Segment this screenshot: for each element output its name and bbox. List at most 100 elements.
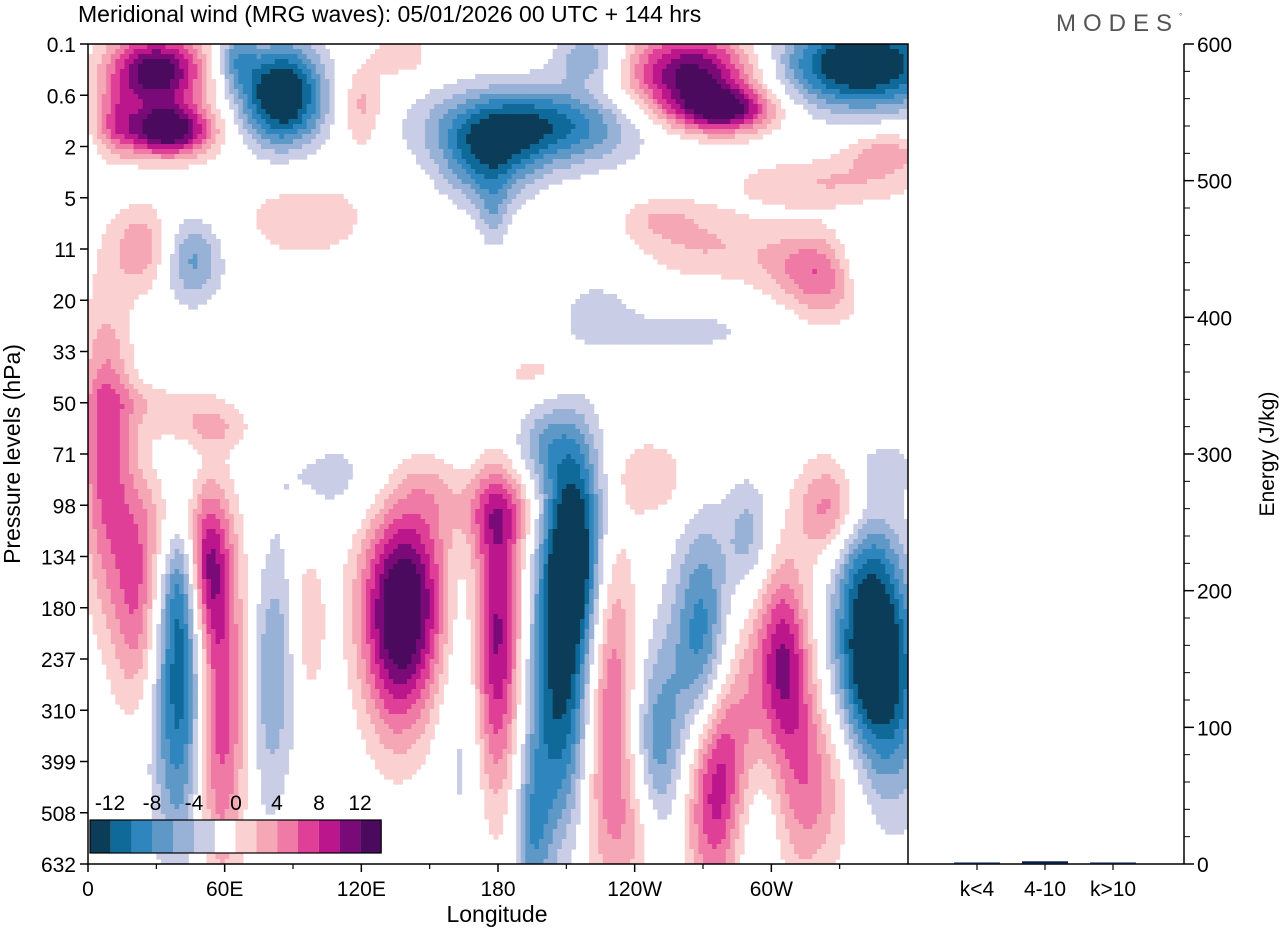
field-cell xyxy=(798,59,804,65)
field-cell xyxy=(662,234,668,240)
field-cell xyxy=(206,144,212,150)
field-cell xyxy=(557,129,563,135)
field-cell xyxy=(129,209,135,215)
field-cell xyxy=(589,64,595,70)
field-cell xyxy=(794,74,800,80)
field-cell xyxy=(110,109,116,115)
field-cell xyxy=(539,104,545,110)
field-cell xyxy=(657,229,663,235)
field-cell xyxy=(753,114,759,120)
field-cell xyxy=(602,49,608,55)
field-cell xyxy=(675,109,681,115)
field-cell xyxy=(848,84,854,90)
field-cell xyxy=(438,139,444,145)
field-cell xyxy=(256,119,262,125)
field-cell xyxy=(315,204,321,210)
field-cell xyxy=(229,94,235,100)
field-cell xyxy=(466,89,472,95)
field-cell xyxy=(470,129,476,135)
field-cell xyxy=(634,239,640,245)
field-cell xyxy=(826,109,832,115)
field-cell xyxy=(857,184,864,190)
field-cell xyxy=(634,94,640,100)
field-cell xyxy=(215,284,221,290)
field-cell xyxy=(648,204,654,210)
field-cell xyxy=(534,134,540,140)
field-cell xyxy=(147,139,153,145)
field-cell xyxy=(165,99,171,105)
field-cell xyxy=(803,264,809,270)
field-cell xyxy=(680,244,686,250)
field-cell xyxy=(206,59,212,65)
field-cell xyxy=(529,159,536,165)
field-cell xyxy=(885,104,891,110)
field-cell xyxy=(188,249,194,255)
field-cell xyxy=(498,79,504,85)
field-cell xyxy=(639,94,645,100)
field-cell xyxy=(698,224,704,230)
field-cell xyxy=(516,149,522,155)
field-cell xyxy=(97,89,103,95)
field-cell xyxy=(434,94,440,100)
field-cell xyxy=(233,64,239,70)
field-cell xyxy=(785,59,791,65)
field-cell xyxy=(270,224,276,230)
field-cell xyxy=(780,224,786,230)
field-cell xyxy=(142,64,148,70)
field-cell xyxy=(543,129,549,135)
field-cell xyxy=(160,139,167,145)
field-cell xyxy=(725,239,731,245)
field-cell xyxy=(634,54,640,60)
field-cell xyxy=(816,99,823,105)
field-cell xyxy=(598,59,604,65)
field-cell xyxy=(397,49,403,55)
field-cell xyxy=(361,129,367,135)
field-cell xyxy=(507,114,513,120)
field-cell xyxy=(138,144,144,150)
field-cell xyxy=(329,79,335,85)
field-cell xyxy=(762,109,768,115)
field-cell xyxy=(816,164,823,170)
field-cell xyxy=(753,254,759,260)
field-cell xyxy=(698,69,704,75)
field-cell xyxy=(475,124,481,130)
field-cell xyxy=(256,79,262,85)
field-cell xyxy=(274,159,280,165)
field-cell xyxy=(147,59,153,65)
field-cell xyxy=(352,79,358,85)
field-cell xyxy=(857,44,864,50)
field-cell xyxy=(548,59,554,65)
field-cell xyxy=(306,114,312,120)
field-cell xyxy=(748,259,754,265)
field-cell xyxy=(666,94,672,100)
field-cell xyxy=(557,54,563,60)
field-cell xyxy=(680,104,686,110)
field-cell xyxy=(684,209,690,215)
field-cell xyxy=(871,169,877,175)
field-cell xyxy=(748,224,754,230)
field-cell xyxy=(119,244,126,250)
field-cell xyxy=(493,139,499,145)
field-cell xyxy=(265,229,271,235)
field-cell xyxy=(712,234,718,240)
field-cell xyxy=(165,89,171,95)
field-cell xyxy=(570,89,577,95)
field-cell xyxy=(151,124,157,130)
field-cell xyxy=(256,99,262,105)
field-cell xyxy=(589,134,595,140)
field-cell xyxy=(780,244,786,250)
field-cell xyxy=(862,69,868,75)
field-cell xyxy=(867,159,873,165)
field-cell xyxy=(124,129,130,135)
field-cell xyxy=(429,174,435,180)
field-cell xyxy=(712,79,718,85)
field-cell xyxy=(101,134,107,140)
field-cell xyxy=(621,134,627,140)
field-cell xyxy=(871,104,877,110)
field-cell xyxy=(703,99,709,105)
field-cell xyxy=(880,159,886,165)
field-cell xyxy=(826,84,832,90)
field-cell xyxy=(484,119,490,125)
field-cell xyxy=(539,154,545,160)
field-cell xyxy=(338,204,344,210)
